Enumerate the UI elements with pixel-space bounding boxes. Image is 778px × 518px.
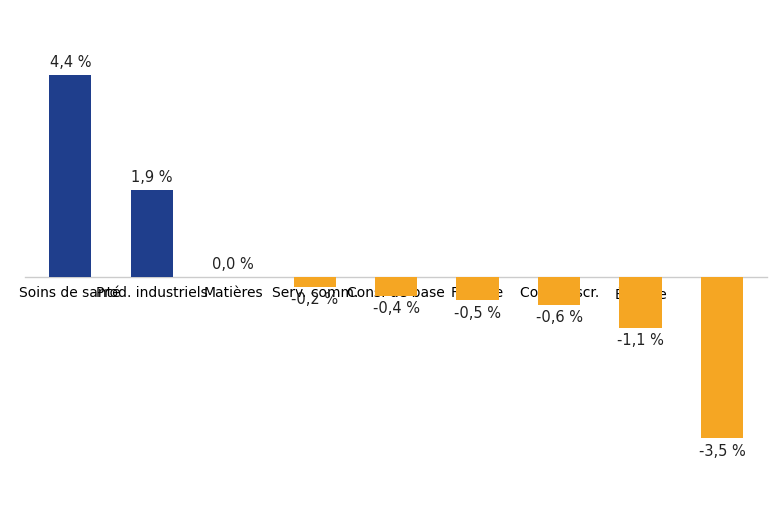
Bar bbox=[457, 277, 499, 300]
Text: -0,5 %: -0,5 % bbox=[454, 306, 501, 321]
Bar bbox=[49, 76, 92, 277]
Bar bbox=[619, 277, 662, 328]
Text: 0,0 %: 0,0 % bbox=[212, 257, 254, 272]
Text: -1,1 %: -1,1 % bbox=[617, 334, 664, 349]
Bar bbox=[293, 277, 336, 286]
Text: -0,6 %: -0,6 % bbox=[535, 310, 583, 325]
Bar bbox=[131, 190, 173, 277]
Text: 1,9 %: 1,9 % bbox=[131, 169, 173, 184]
Text: 4,4 %: 4,4 % bbox=[50, 55, 91, 70]
Bar bbox=[375, 277, 417, 296]
Text: -0,4 %: -0,4 % bbox=[373, 301, 419, 316]
Text: -3,5 %: -3,5 % bbox=[699, 443, 745, 458]
Bar bbox=[701, 277, 743, 438]
Text: -0,2 %: -0,2 % bbox=[291, 292, 338, 307]
Bar bbox=[538, 277, 580, 305]
